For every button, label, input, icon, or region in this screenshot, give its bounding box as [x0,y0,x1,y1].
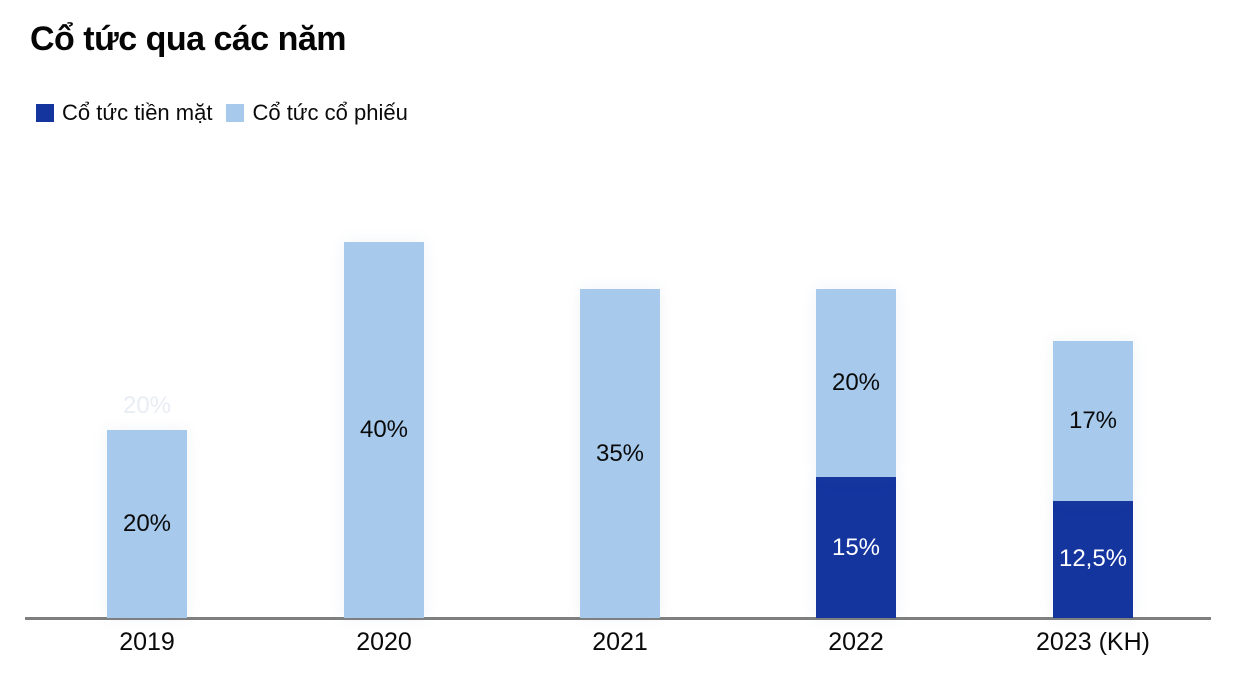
ghost-value-label: 20% [122,392,172,419]
x-axis-line [25,617,1211,620]
legend-swatch-icon [226,104,245,122]
x-axis-label-2022: 2022 [828,628,884,656]
x-axis-label-2021: 2021 [592,628,648,656]
x-axis-label-2023KH: 2023 (KH) [1036,628,1150,656]
bar-value-label: 17% [1068,406,1118,434]
bar-segment-2022-series0: 15% [816,477,896,618]
bar-segment-2023KH-series0: 12,5% [1053,500,1133,618]
bar-value-label: 15% [831,533,881,561]
bar-value-label: 40% [359,416,409,443]
bar-segment-2020-series1: 40% [344,242,424,618]
bar-value-label: 12,5% [1058,545,1128,573]
bar-value-label: 20% [122,510,172,537]
bar-value-label: 35% [595,439,645,467]
bar-segment-2023KH-series1: 17% [1053,340,1133,501]
chart-title: Cổ tức qua các năm [30,20,347,58]
bar-segment-2021-series1: 35% [580,289,660,618]
legend-item-label: Cổ tức cổ phiếu [252,100,408,125]
bar-segment-2022-series1: 20% [816,289,896,477]
x-axis-label-2020: 2020 [356,628,412,656]
legend-item-1: Cổ tức cổ phiếu [226,100,408,126]
legend-item-0: Cổ tức tiền mặt [36,100,212,126]
legend-swatch-icon [36,104,54,122]
bar-segment-2019-series1: 20% [107,430,187,618]
x-axis-label-2019: 2019 [119,628,175,656]
bar-value-label: 20% [831,369,881,396]
legend-item-label: Cổ tức tiền mặt [62,100,213,125]
legend: Cổ tức tiền mặt Cổ tức cổ phiếu [36,100,422,126]
